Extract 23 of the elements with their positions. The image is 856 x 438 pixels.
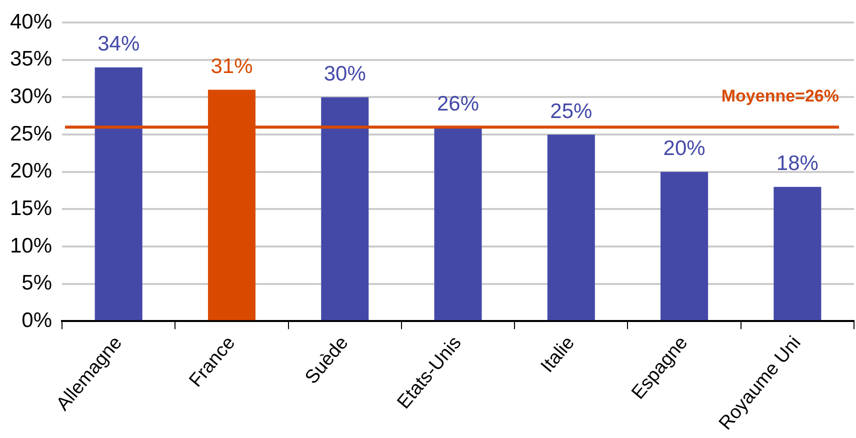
y-tick-label: 0% — [22, 308, 52, 332]
data-label: 18% — [776, 152, 818, 176]
bar — [434, 127, 482, 320]
bar — [321, 97, 369, 320]
data-label: 30% — [324, 62, 366, 86]
data-label: 26% — [437, 92, 480, 116]
data-label: 31% — [210, 55, 253, 78]
data-label: 25% — [550, 100, 592, 123]
data-label: 20% — [663, 137, 706, 160]
y-tick-label: 10% — [10, 234, 52, 258]
bar — [660, 172, 708, 320]
ref-line-label: Moyenne=26% — [721, 86, 839, 106]
bar — [774, 186, 822, 320]
y-tick-label: 30% — [10, 85, 52, 108]
data-label: 34% — [98, 32, 140, 56]
y-tick-label: 5% — [22, 272, 52, 295]
bar — [547, 134, 595, 320]
y-tick-label: 15% — [10, 197, 52, 220]
y-tick-label: 40% — [10, 10, 52, 34]
y-tick-label: 20% — [10, 160, 52, 183]
bar — [94, 67, 142, 320]
y-tick-label: 25% — [10, 122, 52, 146]
y-tick-label: 35% — [10, 48, 52, 71]
